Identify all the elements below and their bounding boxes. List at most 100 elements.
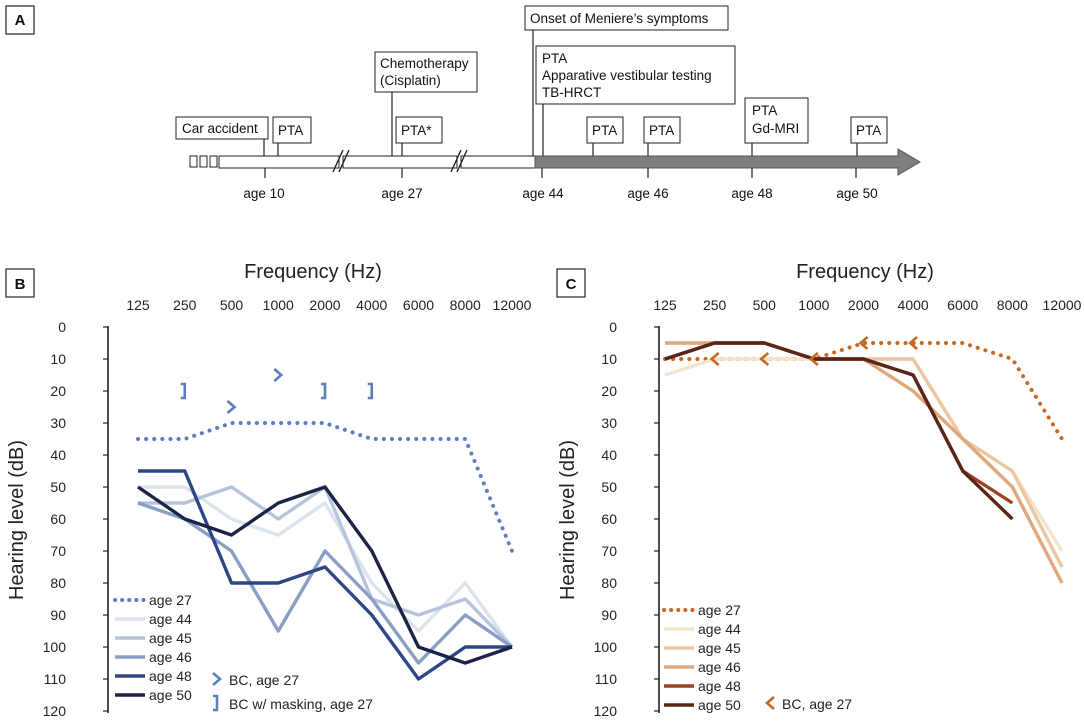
x-tick-label: 125 [126,297,150,313]
event-text: TB-HRCT [542,85,601,100]
timeline-segment [342,155,458,169]
x-tick-label: 6000 [947,297,978,313]
x-tick-label: 2000 [309,297,340,313]
legend-label: age 46 [149,649,192,665]
legend-label: age 45 [698,640,741,656]
series-line-age-45 [665,341,1064,568]
event-text: Onset of Meniere’s symptoms [530,11,709,26]
series-line-age-50 [664,341,1014,521]
event-text: Chemotherapy [380,56,469,71]
bc-masked-marker [321,382,327,400]
y-tick-label: 80 [50,575,66,591]
y-tick-label: 120 [594,703,618,719]
y-tick-label: 10 [50,351,66,367]
age-label: age 46 [627,186,668,201]
panel-b-ylabel: Hearing level (dB) [6,440,28,600]
panel-c-title: Frequency (Hz) [796,261,934,283]
y-tick-label: 70 [601,543,617,559]
x-tick-label: 4000 [898,297,929,313]
x-tick-label: 500 [220,297,244,313]
panel-a-label: A [15,12,26,29]
bc-legend-label: BC, age 27 [782,696,852,712]
x-tick-label: 500 [753,297,777,313]
x-tick-label: 4000 [356,297,387,313]
y-tick-label: 20 [50,383,66,399]
panel-c-ylabel: Hearing level (dB) [557,440,579,600]
age-label: age 50 [836,186,877,201]
legend-label: age 46 [698,659,741,675]
timeline-dash [209,155,218,168]
bc-masked-marker [367,382,374,400]
series-line-age-48 [664,341,1014,505]
bc-unmasked-marker [759,352,770,366]
legend-label: age 27 [149,592,192,608]
bc-unmasked-marker [858,336,869,350]
legend-label: age 27 [698,602,741,618]
legend-label: age 44 [149,611,192,627]
timeline-arrow [534,148,921,176]
y-tick-label: 90 [50,607,66,623]
timeline-break-2 [450,149,468,173]
legend-label: age 44 [698,621,741,637]
x-tick-label: 12000 [1043,297,1082,313]
x-tick-label: 125 [653,297,677,313]
event-pta-gdmri: PTA Gd-MRI [744,97,809,144]
event-text: (Cisplatin) [380,73,441,88]
y-tick-label: 0 [58,319,66,335]
event-pta-age10: PTA [272,116,312,144]
y-tick-label: 40 [50,447,66,463]
y-tick-label: 40 [601,447,617,463]
event-meniere-onset: Onset of Meniere’s symptoms [524,5,729,31]
event-text: Car accident [182,121,258,136]
x-tick-label: 6000 [403,297,434,313]
event-text: PTA [592,123,617,138]
event-chemotherapy: Chemotherapy (Cisplatin) [374,51,478,93]
panel-b-label-box [5,268,35,298]
y-tick-label: 50 [50,479,66,495]
timeline-segment [218,155,340,169]
panel-a: A age 10 age 27 age 44 [5,5,921,201]
x-tick-label: 8000 [997,297,1028,313]
panel-b-label: B [15,276,26,293]
bc-unmasked-marker [908,336,918,350]
x-tick-label: 1000 [798,297,829,313]
age-label: age 48 [731,186,772,201]
bc-masked-marker [180,382,187,400]
event-text: PTA [278,123,303,138]
timeline-segment [460,155,536,169]
event-pta-age46: PTA [643,116,681,144]
x-tick-label: 250 [703,297,727,313]
y-tick-label: 110 [44,671,67,687]
timeline-dash [189,155,198,168]
event-car-accident: Car accident [175,116,269,140]
y-tick-label: 90 [601,607,617,623]
panel-c: C Frequency (Hz) Hearing level (dB) 125 2… [556,261,1082,719]
y-tick-label: 70 [50,543,66,559]
event-text: Gd-MRI [752,121,799,136]
age-label: age 27 [381,186,422,201]
series-line-age-27 [136,421,514,553]
panel-c-label-box [556,268,586,298]
y-tick-label: 30 [601,415,617,431]
y-tick-label: 20 [601,383,617,399]
timeline-break-1 [332,149,350,173]
x-tick-label: 250 [173,297,197,313]
legend-label: age 50 [698,697,741,713]
event-text: PTA [542,51,567,66]
bc-legend-marker [212,672,222,686]
bc-unmasked-marker [226,400,237,414]
bc-unmasked-marker [808,352,819,366]
bc-unmasked-marker [709,352,720,366]
y-tick-label: 60 [601,511,617,527]
y-tick-label: 110 [595,671,618,687]
bc-masked-legend-marker [213,694,219,712]
series-line-age-44 [664,357,1064,552]
panel-a-label-box [5,5,35,35]
series-line-age-46 [137,501,513,665]
y-tick-label: 120 [43,703,67,719]
y-tick-label: 100 [43,639,67,655]
legend-label: age 45 [149,630,192,646]
y-tick-label: 10 [601,351,617,367]
legend-label: age 48 [149,668,192,684]
